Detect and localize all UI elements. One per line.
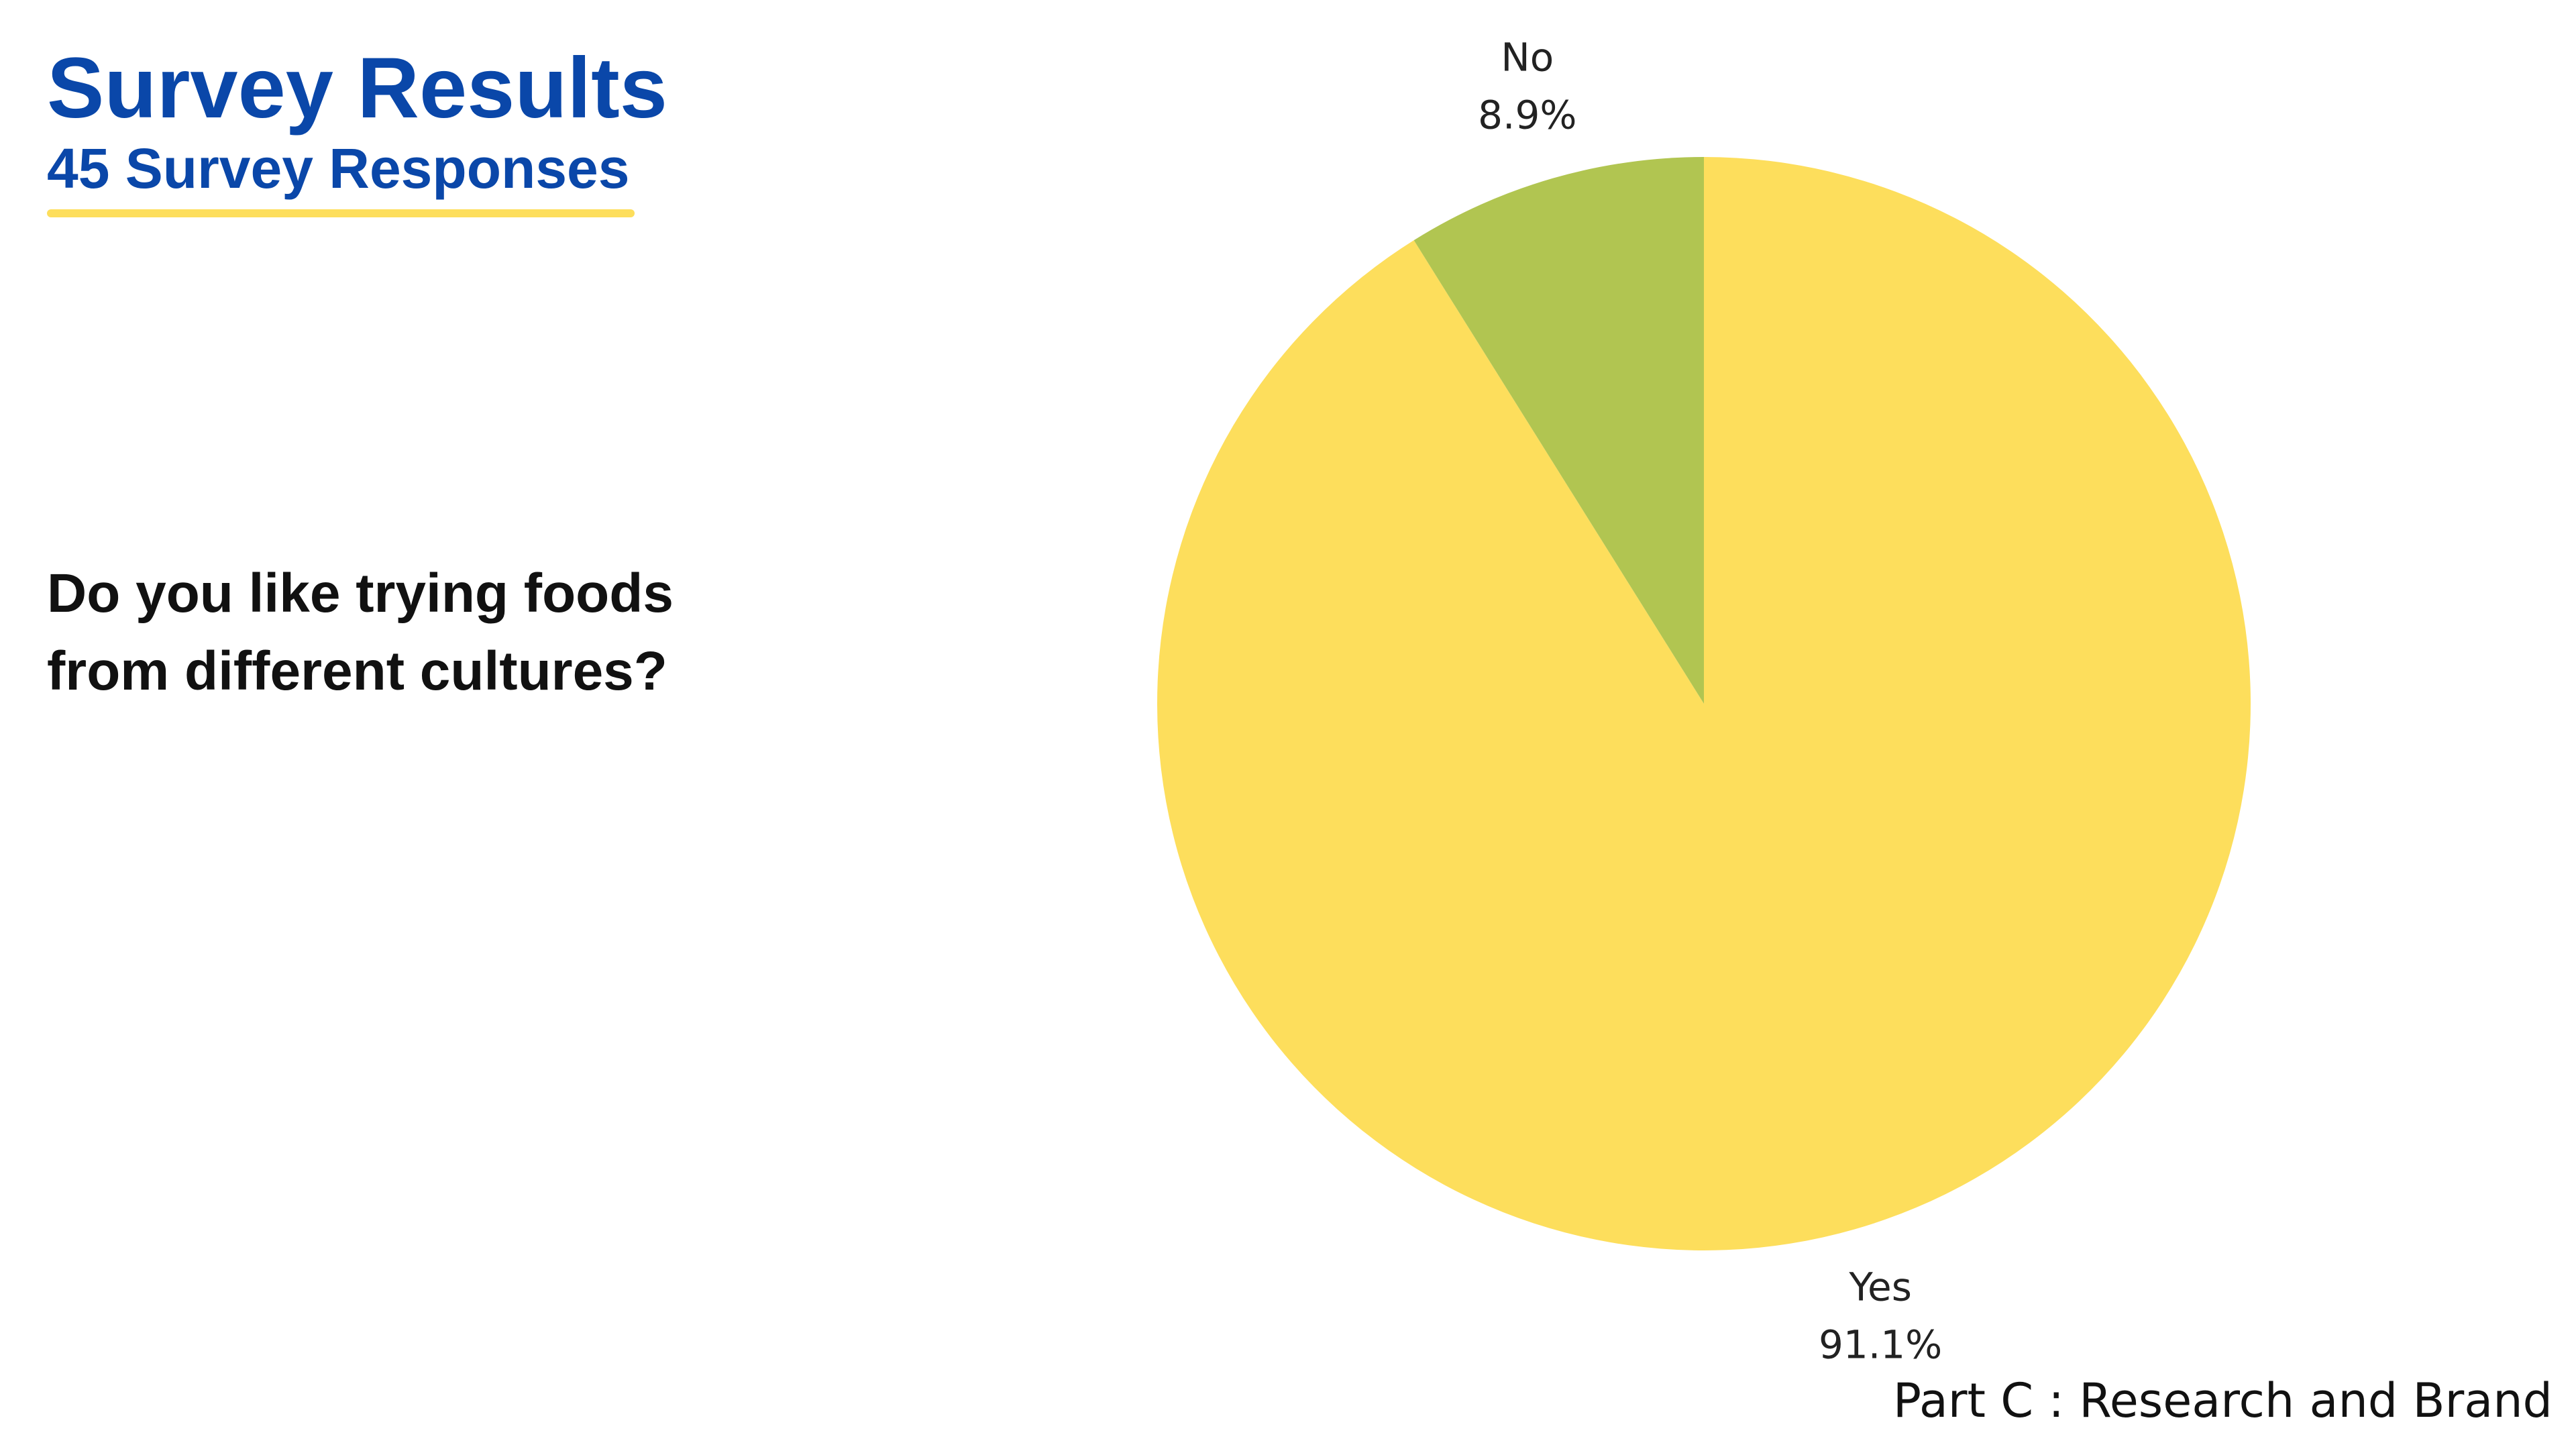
question-line: Do you like trying foods (47, 563, 674, 624)
title: Survey Results (47, 40, 667, 136)
slice-label: Yes (1848, 1265, 1912, 1310)
footer: Part C : Research and Brand (1893, 1373, 2553, 1428)
pie-chart: Yes 91.1% No 8.9% (1157, 35, 2251, 1368)
subtitle: 45 Survey Responses (47, 137, 629, 200)
underline (47, 209, 635, 217)
pie-slice (1413, 157, 1704, 704)
question-line: from different cultures? (47, 641, 667, 702)
slice-value-label: 8.9% (1478, 93, 1576, 138)
slice-label: No (1501, 35, 1554, 80)
slice-value-label: 91.1% (1819, 1322, 1942, 1368)
